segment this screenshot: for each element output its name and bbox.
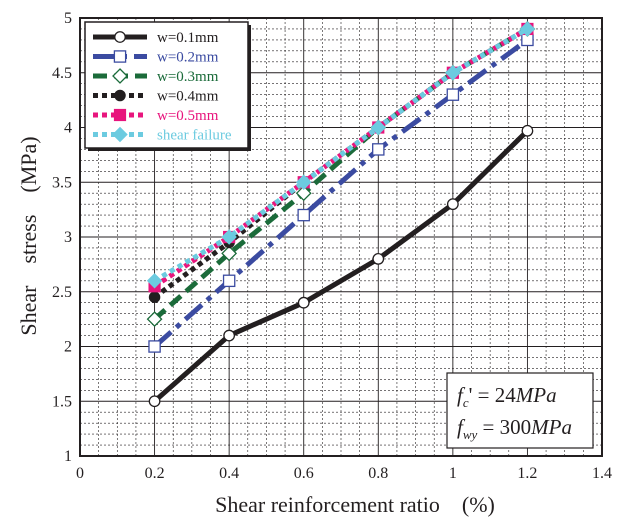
data-point bbox=[297, 208, 310, 222]
annotation-fwy-var: f bbox=[457, 415, 466, 439]
data-point bbox=[521, 124, 534, 137]
annotation-fc-var: f bbox=[457, 383, 466, 407]
data-point bbox=[223, 329, 236, 342]
material-annotation: fc' = 24MPa fwy = 300MPa bbox=[446, 372, 594, 449]
x-tick-label: 0.6 bbox=[294, 465, 314, 482]
y-axis-label: Shear stress (MPa) bbox=[16, 136, 41, 335]
data-point bbox=[146, 311, 163, 328]
legend-label: w=0.5mm bbox=[157, 108, 219, 124]
data-point bbox=[372, 143, 385, 156]
legend-marker bbox=[112, 68, 128, 84]
y-tick-label: 1 bbox=[64, 448, 72, 465]
legend-label: w=0.2mm bbox=[157, 50, 219, 66]
x-tick-label: 1.4 bbox=[592, 465, 612, 482]
x-axis-label: Shear reinforcement ratio (%) bbox=[215, 492, 495, 517]
series-2 bbox=[148, 33, 534, 353]
data-point bbox=[519, 21, 536, 37]
x-tick-label: 1.2 bbox=[517, 465, 537, 482]
data-point bbox=[148, 340, 161, 353]
y-tick-label: 4 bbox=[64, 120, 72, 137]
legend-label: w=0.4mm bbox=[157, 89, 219, 105]
x-tick-label: 0.4 bbox=[219, 465, 239, 482]
legend-marker bbox=[114, 89, 126, 102]
plot-frame bbox=[79, 17, 603, 457]
series-1 bbox=[148, 124, 534, 408]
y-tick-label: 4.5 bbox=[52, 65, 72, 82]
series-layer bbox=[146, 21, 536, 408]
legend-item: w=0.2mm bbox=[93, 50, 219, 66]
y-tick-label: 2.5 bbox=[52, 284, 72, 301]
legend-item: w=0.4mm bbox=[93, 89, 219, 105]
tick-labels: 0 0.2 0.4 0.6 0.8 1 1.2 1.4 1 1.5 2 2.5 3 3.5 4 4.5 5 bbox=[52, 10, 612, 482]
annotation-fwy-sub: wy bbox=[463, 427, 478, 442]
x-tick-label: 1 bbox=[449, 465, 457, 482]
data-point bbox=[372, 252, 385, 265]
legend: w=0.1mm w=0.2mm w=0.3mm w=0.4mm w=0.5mm shear… bbox=[84, 21, 251, 151]
x-tick-label: 0.2 bbox=[145, 465, 165, 482]
annotation-fc-unit: MPa bbox=[515, 383, 557, 407]
legend-item: shear failure bbox=[93, 126, 232, 144]
y-tick-label: 3 bbox=[64, 229, 72, 246]
annotation-fc-sub: c bbox=[463, 395, 469, 410]
legend-marker bbox=[113, 108, 127, 122]
legend-marker bbox=[113, 50, 127, 63]
annotation-fwy-rest: = 300 bbox=[477, 415, 531, 439]
legend-item: w=0.1mm bbox=[93, 30, 219, 46]
legend-marker bbox=[112, 126, 128, 143]
data-point bbox=[148, 291, 161, 303]
legend-label: w=0.3mm bbox=[157, 69, 219, 85]
annotation-fc: fc' = 24MPa bbox=[457, 383, 557, 410]
data-point bbox=[297, 296, 310, 309]
data-point bbox=[446, 198, 459, 211]
legend-label: w=0.1mm bbox=[157, 30, 219, 46]
x-tick-label: 0 bbox=[76, 465, 84, 482]
legend-marker bbox=[114, 31, 126, 43]
data-point bbox=[295, 185, 312, 202]
data-point bbox=[445, 65, 461, 81]
legend-item: w=0.3mm bbox=[93, 68, 219, 85]
series-line bbox=[152, 129, 530, 404]
y-tick-label: 5 bbox=[64, 10, 72, 27]
y-tick-label: 2 bbox=[64, 339, 72, 356]
annotation-box bbox=[446, 372, 594, 449]
data-point bbox=[221, 245, 238, 262]
annotation-fc-rest: ' = 24 bbox=[469, 383, 517, 407]
annotation-fwy: fwy = 300MPa bbox=[457, 415, 572, 442]
legend-label: shear failure bbox=[157, 128, 232, 144]
data-point bbox=[446, 88, 460, 101]
annotation-fwy-unit: MPa bbox=[530, 415, 572, 439]
series-line bbox=[153, 26, 529, 283]
series-line bbox=[152, 37, 529, 349]
series-6 bbox=[146, 21, 536, 289]
x-tick-label: 0.8 bbox=[368, 465, 388, 482]
data-point bbox=[296, 174, 312, 190]
data-point bbox=[370, 119, 386, 136]
data-point bbox=[222, 274, 236, 288]
data-point bbox=[146, 273, 163, 289]
legend-box bbox=[84, 21, 249, 149]
legend-item: w=0.5mm bbox=[93, 108, 219, 124]
data-point bbox=[221, 229, 237, 245]
data-point bbox=[148, 395, 161, 408]
y-tick-label: 3.5 bbox=[52, 174, 72, 191]
y-tick-label: 1.5 bbox=[52, 393, 72, 410]
